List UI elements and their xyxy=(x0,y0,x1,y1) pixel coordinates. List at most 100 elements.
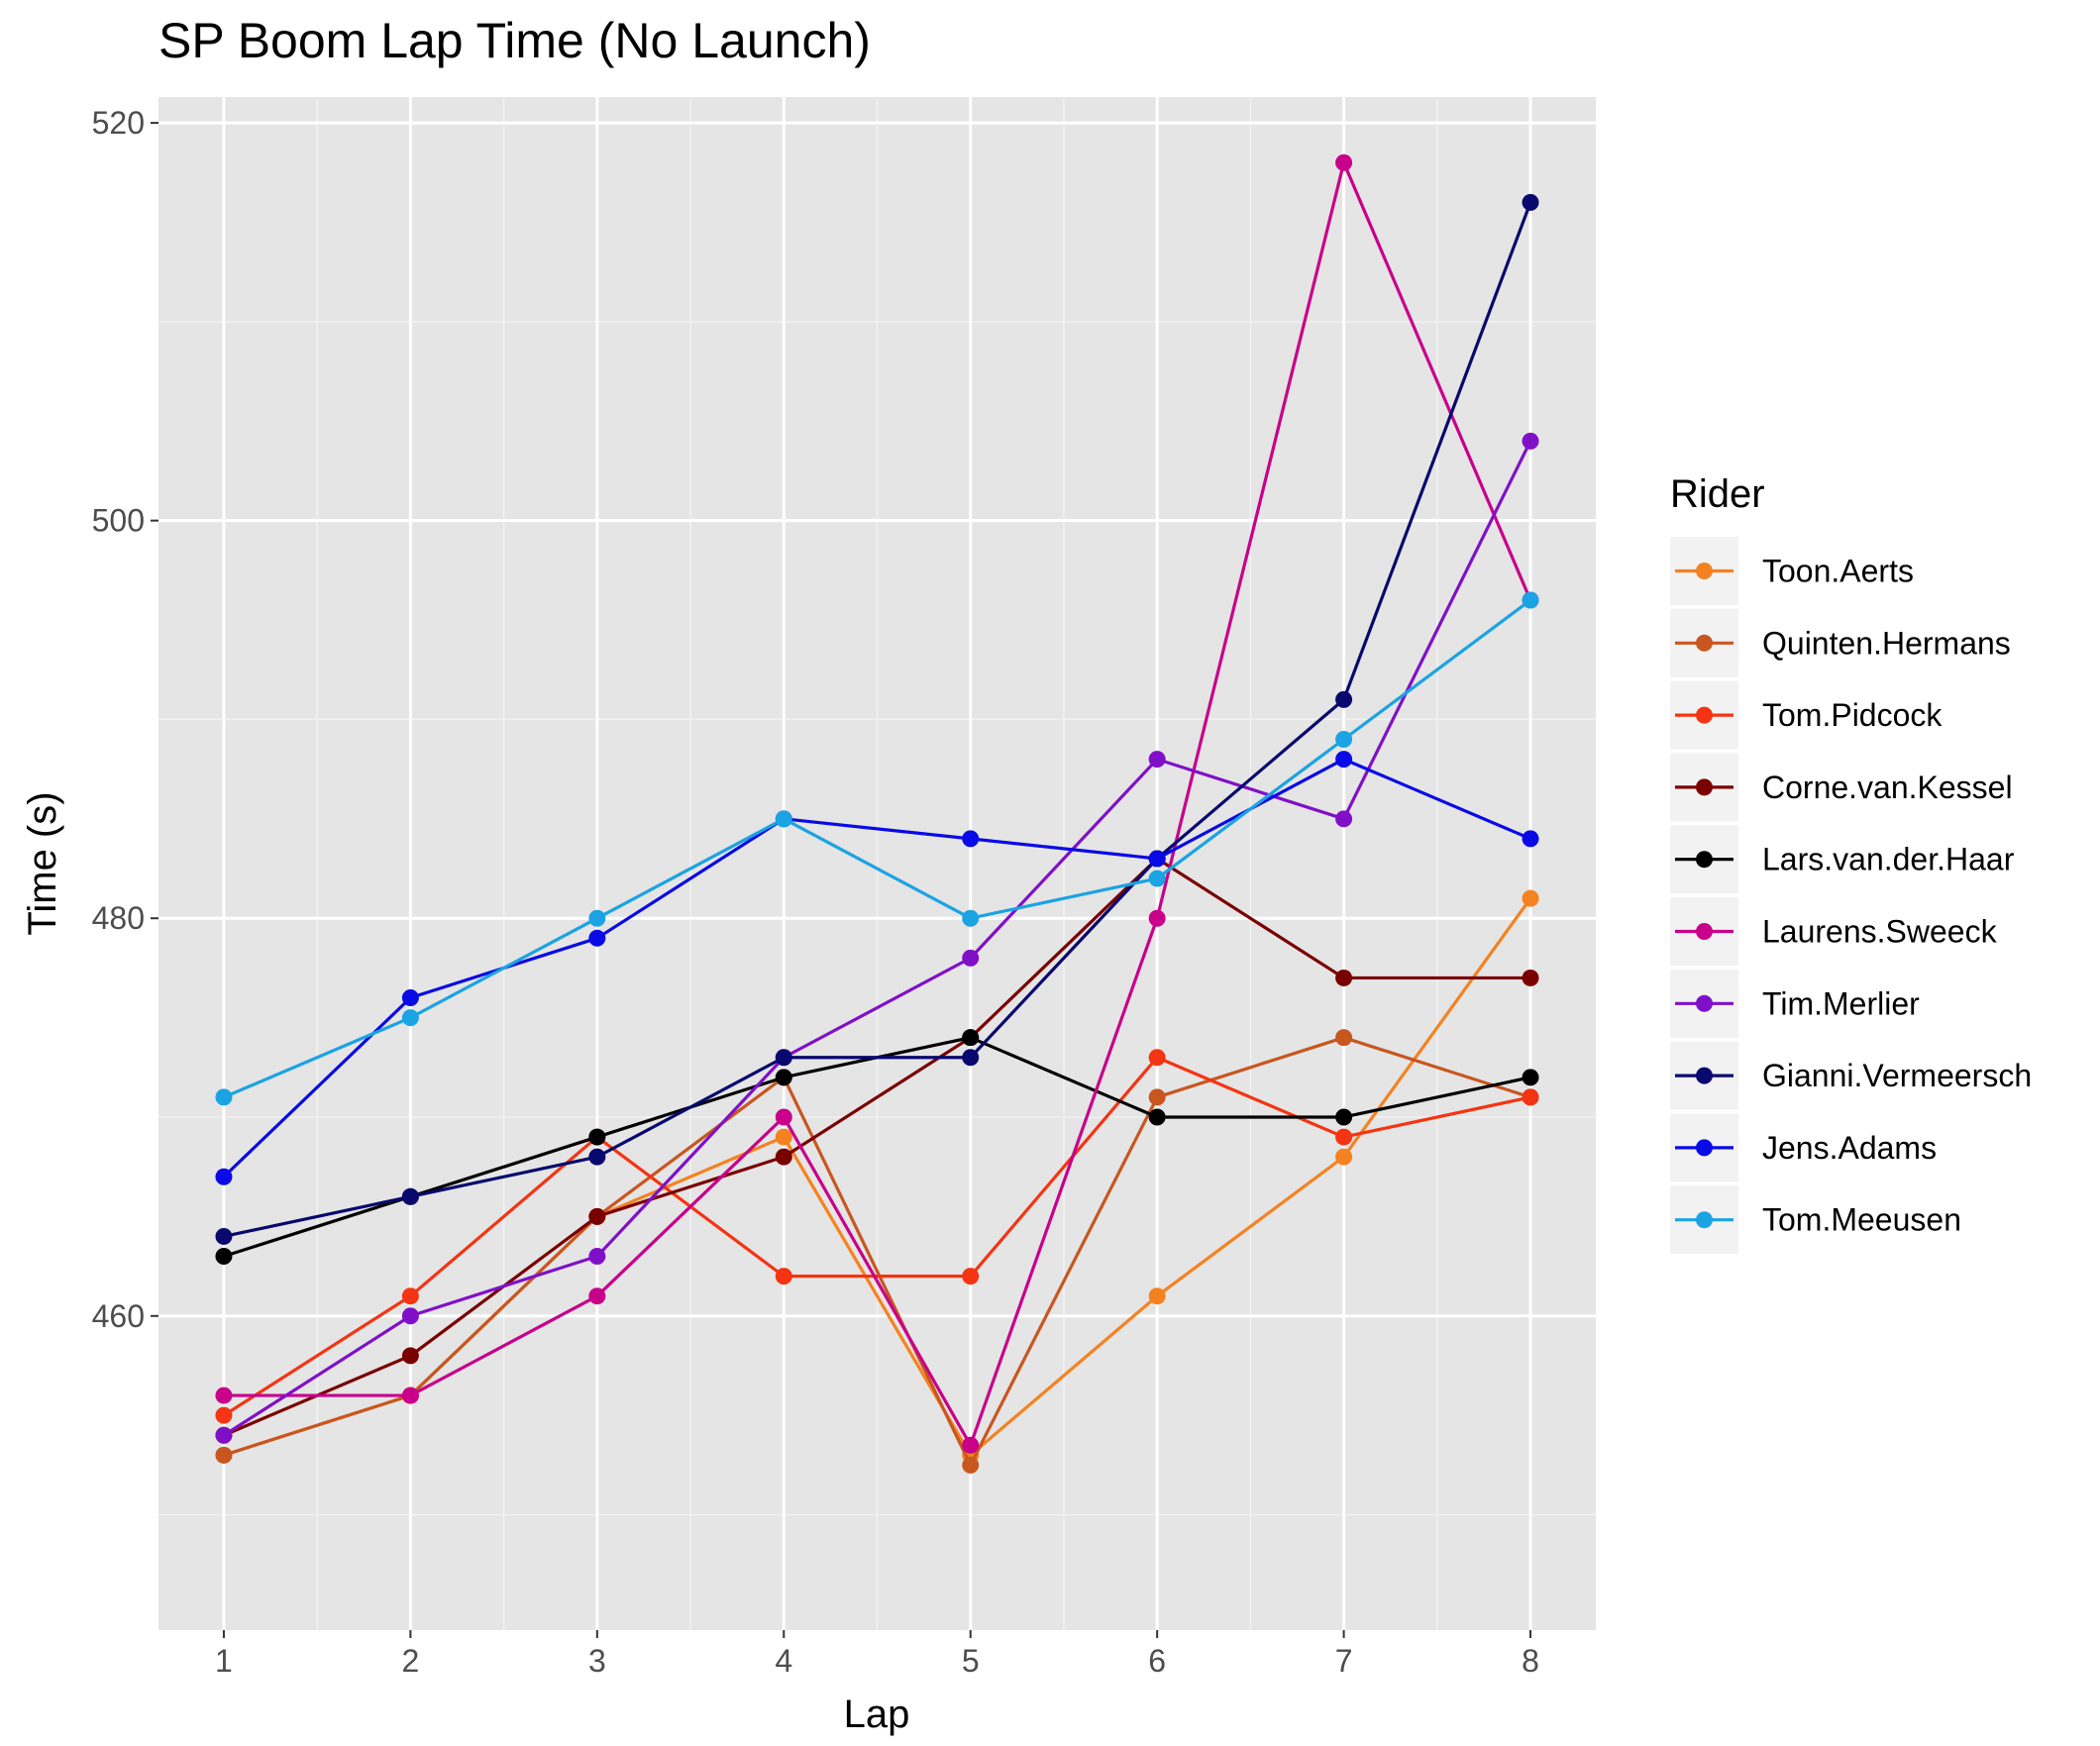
data-point-quinten-hermans xyxy=(1335,1029,1353,1047)
legend-label: Tom.Meeusen xyxy=(1762,1202,1961,1238)
legend-label: Corne.van.Kessel xyxy=(1762,770,2013,805)
x-tick-label: 8 xyxy=(1522,1643,1539,1679)
data-point-gianni-vermeersch xyxy=(775,1049,792,1067)
y-tick-label: 500 xyxy=(92,503,145,539)
legend-label: Lars.van.der.Haar xyxy=(1762,842,2015,877)
data-point-tim-merlier xyxy=(1522,432,1539,450)
data-point-lars-van-der-haar xyxy=(775,1069,792,1086)
data-point-corne-van-kessel xyxy=(775,1148,792,1166)
legend-key-point xyxy=(1696,1067,1713,1084)
data-point-tom-meeusen xyxy=(1148,870,1166,887)
data-point-tom-pidcock xyxy=(215,1406,233,1424)
series-line-tom-meeusen xyxy=(223,598,1532,1099)
series-layer xyxy=(215,154,1539,1474)
legend-items: Toon.Aerts Quinten.Hermans Tom.Pidcock Corn… xyxy=(1670,537,2032,1255)
legend-key-point xyxy=(1696,778,1713,796)
legend-key-point xyxy=(1696,1139,1713,1157)
legend-key-point xyxy=(1696,851,1713,869)
data-point-jens-adams xyxy=(215,1168,233,1185)
x-tick-label: 3 xyxy=(588,1643,606,1679)
legend-key-point xyxy=(1696,994,1713,1012)
x-tick-label: 6 xyxy=(1148,1643,1166,1679)
data-point-gianni-vermeersch xyxy=(962,1049,980,1067)
data-point-laurens-sweeck xyxy=(215,1387,233,1404)
legend-key-point xyxy=(1696,923,1713,940)
legend-label: Toon.Aerts xyxy=(1762,554,1914,589)
legend-key-point xyxy=(1696,563,1713,579)
data-point-tom-pidcock xyxy=(1522,1088,1539,1106)
data-point-tom-meeusen xyxy=(588,909,606,927)
legend-key-point xyxy=(1696,634,1713,652)
legend-item-corne-van-kessel: Corne.van.Kessel xyxy=(1670,753,2013,822)
data-point-tom-pidcock xyxy=(1148,1049,1166,1067)
legend-key-point xyxy=(1696,1211,1713,1229)
series-gianni-vermeersch xyxy=(215,193,1539,1245)
series-line-corne-van-kessel xyxy=(223,857,1531,1437)
data-point-lars-van-der-haar xyxy=(962,1029,980,1047)
data-point-gianni-vermeersch xyxy=(215,1227,233,1245)
data-point-toon-aerts xyxy=(1335,1148,1353,1166)
legend-label: Jens.Adams xyxy=(1762,1130,1937,1166)
data-point-laurens-sweeck xyxy=(401,1387,419,1404)
data-point-tim-merlier xyxy=(1335,810,1353,828)
data-point-laurens-sweeck xyxy=(775,1108,792,1126)
legend-item-jens-adams: Jens.Adams xyxy=(1670,1113,1937,1182)
data-point-toon-aerts xyxy=(775,1128,792,1146)
data-point-tom-meeusen xyxy=(1335,731,1353,749)
data-point-jens-adams xyxy=(962,830,980,848)
data-point-gianni-vermeersch xyxy=(1335,690,1353,708)
legend-key-point xyxy=(1696,706,1713,724)
data-point-laurens-sweeck xyxy=(1148,909,1166,927)
data-point-corne-van-kessel xyxy=(1335,969,1353,986)
series-line-quinten-hermans xyxy=(223,1036,1531,1467)
series-line-jens-adams xyxy=(222,757,1531,1179)
data-point-jens-adams xyxy=(1522,830,1539,848)
legend: Rider Toon.Aerts Quinten.Hermans Tom.Pidco… xyxy=(1670,472,2032,1255)
legend-item-lars-van-der-haar: Lars.van.der.Haar xyxy=(1670,825,2015,894)
data-point-tom-pidcock xyxy=(775,1268,792,1285)
data-point-gianni-vermeersch xyxy=(401,1187,419,1205)
data-point-lars-van-der-haar xyxy=(1522,1069,1539,1086)
x-tick-label: 7 xyxy=(1335,1643,1353,1679)
y-axis: 460 480 500 520 xyxy=(92,105,158,1334)
data-point-lars-van-der-haar xyxy=(1148,1108,1166,1126)
series-line-gianni-vermeersch xyxy=(223,201,1532,1239)
legend-item-tom-meeusen: Tom.Meeusen xyxy=(1670,1185,1961,1255)
legend-item-tom-pidcock: Tom.Pidcock xyxy=(1670,680,1942,750)
data-point-gianni-vermeersch xyxy=(1522,193,1539,211)
data-point-tim-merlier xyxy=(215,1426,233,1444)
data-point-jens-adams xyxy=(401,989,419,1007)
data-point-laurens-sweeck xyxy=(1335,154,1353,171)
data-point-quinten-hermans xyxy=(962,1456,980,1474)
x-tick-label: 5 xyxy=(962,1643,980,1679)
legend-label: Laurens.Sweeck xyxy=(1762,914,1998,950)
series-tom-meeusen xyxy=(215,591,1539,1106)
series-line-tim-merlier xyxy=(223,440,1532,1437)
legend-item-laurens-sweeck: Laurens.Sweeck xyxy=(1670,897,1998,966)
data-point-lars-van-der-haar xyxy=(1335,1108,1353,1126)
x-tick-label: 4 xyxy=(775,1643,792,1679)
data-point-jens-adams xyxy=(588,929,606,947)
data-point-tim-merlier xyxy=(401,1307,419,1325)
data-point-corne-van-kessel xyxy=(588,1207,606,1225)
data-point-quinten-hermans xyxy=(1148,1088,1166,1106)
data-point-tom-pidcock xyxy=(1335,1128,1353,1146)
legend-item-tim-merlier: Tim.Merlier xyxy=(1670,969,1920,1038)
data-point-jens-adams xyxy=(1148,850,1166,868)
data-point-tom-pidcock xyxy=(962,1268,980,1285)
legend-item-quinten-hermans: Quinten.Hermans xyxy=(1670,608,2011,677)
legend-label: Tim.Merlier xyxy=(1762,985,1920,1021)
legend-title: Rider xyxy=(1670,472,1765,516)
data-point-toon-aerts xyxy=(1522,889,1539,907)
y-tick-label: 460 xyxy=(92,1298,145,1334)
data-point-lars-van-der-haar xyxy=(588,1128,606,1146)
minor-gridlines xyxy=(158,97,1596,1630)
data-point-laurens-sweeck xyxy=(588,1287,606,1305)
chart-title: SP Boom Lap Time (No Launch) xyxy=(158,13,871,68)
data-point-tim-merlier xyxy=(588,1248,606,1266)
data-point-laurens-sweeck xyxy=(962,1436,980,1454)
x-tick-label: 1 xyxy=(215,1643,233,1679)
legend-item-gianni-vermeersch: Gianni.Vermeersch xyxy=(1670,1041,2032,1110)
data-point-tom-meeusen xyxy=(962,909,980,927)
